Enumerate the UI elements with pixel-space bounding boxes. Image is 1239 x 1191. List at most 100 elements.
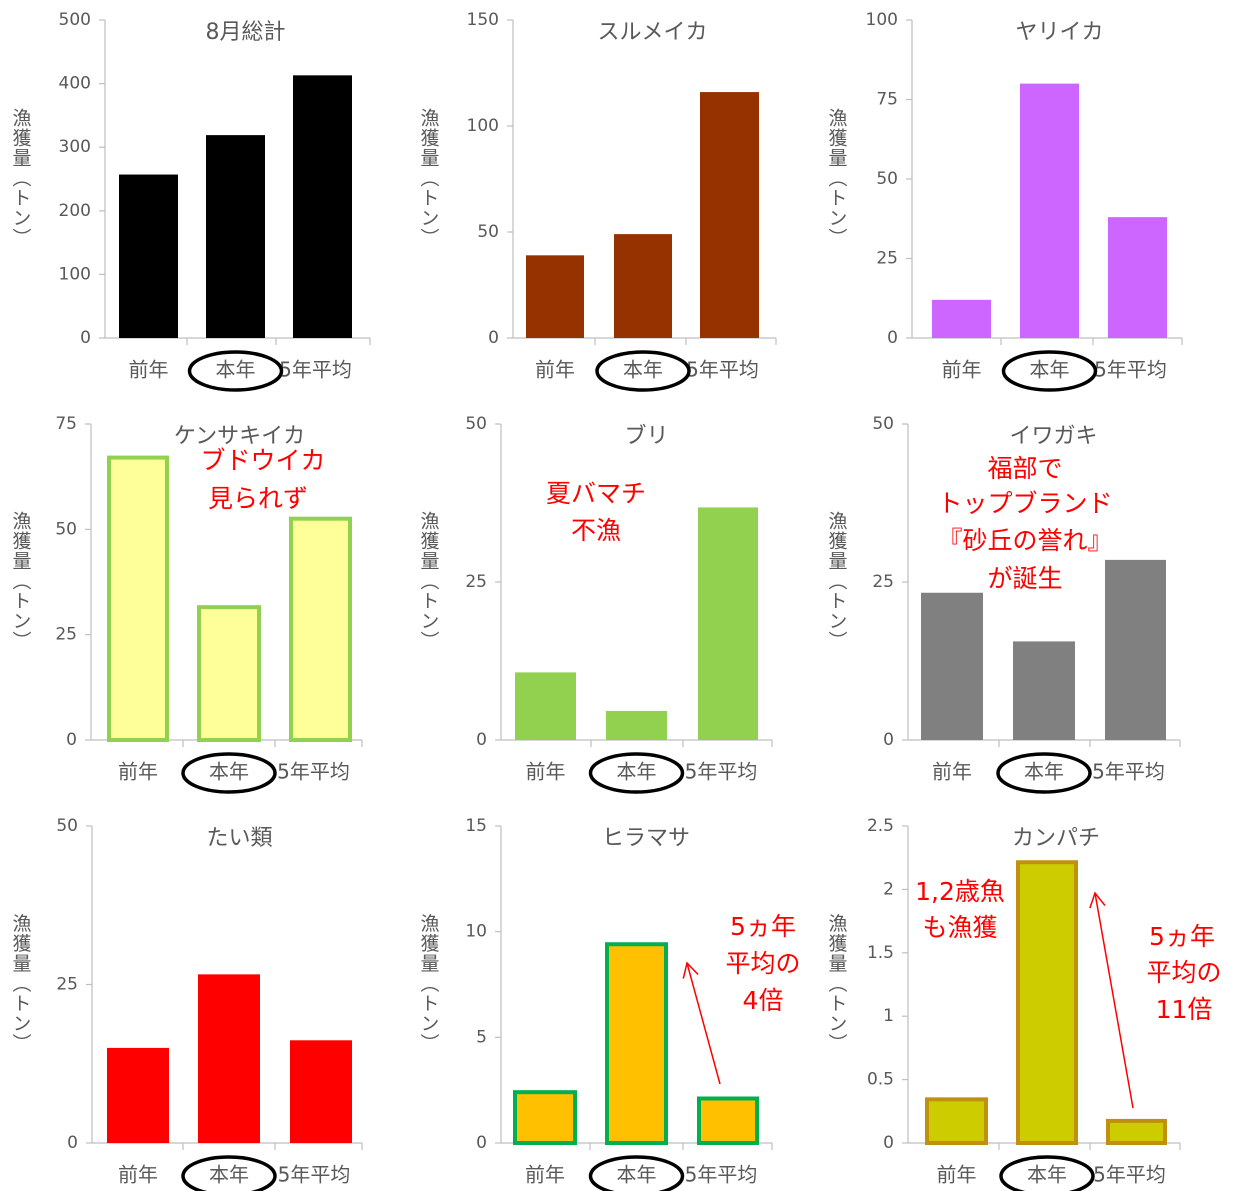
annotation-text: 5ヵ年	[730, 912, 796, 941]
y-tick-label: 0	[80, 328, 91, 348]
chart-title: たい類	[206, 826, 272, 851]
x-category-label: 5年平均	[278, 1163, 351, 1187]
bar-3	[289, 516, 352, 743]
y-tick-label: 1.5	[867, 943, 894, 963]
x-category-label: 前年	[942, 358, 982, 382]
y-tick-label: 0	[476, 1133, 487, 1153]
y-tick-label: 100	[866, 10, 898, 30]
y-axis-label: 漁獲量（トン）	[10, 913, 32, 1053]
bar-3	[293, 75, 352, 338]
annotation-text: ブドウイカ	[200, 446, 325, 475]
annotation-text: も漁獲	[922, 913, 997, 942]
x-category-label: 5年平均	[686, 358, 759, 382]
bar-2	[1013, 641, 1075, 740]
highlight-ellipse	[996, 752, 1092, 794]
x-category-label: 前年	[118, 1163, 158, 1187]
x-category-label: 本年	[1030, 358, 1070, 382]
y-axis-label: 漁獲量（トン）	[826, 108, 848, 248]
bar-2	[1016, 860, 1078, 1146]
arrow-head	[1089, 891, 1106, 909]
x-category-label: 本年	[1027, 1163, 1067, 1187]
y-axis-label: 漁獲量（トン）	[10, 108, 32, 248]
bar-2	[206, 135, 265, 338]
x-category-label: 前年	[129, 358, 169, 382]
y-axis-label: 漁獲量（トン）	[418, 511, 440, 651]
x-category-label: 本年	[617, 1163, 657, 1187]
bar-1	[107, 1047, 169, 1143]
y-axis-label: 漁獲量（トン）	[418, 913, 440, 1053]
y-tick-label: 0	[883, 730, 894, 750]
annotation-text: 平均の	[725, 949, 800, 978]
y-tick-label: 0	[488, 328, 499, 348]
highlight-ellipse	[999, 1155, 1095, 1191]
y-tick-label: 400	[59, 74, 91, 94]
chart-title: ケンサキイカ	[174, 424, 305, 449]
bar-1	[526, 255, 584, 338]
y-tick-label: 10	[465, 922, 487, 942]
x-category-label: 本年	[1024, 760, 1064, 784]
highlight-ellipse	[1001, 350, 1098, 392]
y-tick-label: 25	[55, 625, 77, 645]
annotation-text: 5ヵ年	[1149, 922, 1215, 951]
bar-1	[513, 1090, 577, 1145]
y-tick-label: 50	[872, 414, 894, 434]
y-tick-label: 150	[467, 10, 499, 30]
bar-1	[107, 455, 169, 742]
y-tick-label: 300	[59, 137, 91, 157]
y-tick-label: 50	[55, 519, 77, 539]
x-category-label: 5年平均	[685, 1163, 758, 1187]
x-category-label: 前年	[932, 760, 972, 784]
bar-2	[605, 942, 668, 1145]
bar-2	[614, 234, 672, 338]
bar-2	[197, 605, 261, 742]
y-tick-label: 75	[55, 414, 77, 434]
y-tick-label: 50	[465, 414, 487, 434]
annotation-text: 不漁	[571, 516, 621, 545]
x-category-label: 5年平均	[685, 760, 758, 784]
annotation-text: が誕生	[987, 564, 1062, 593]
chart-title: 8月総計	[206, 20, 286, 45]
bar-1	[925, 1097, 988, 1146]
highlight-ellipse	[181, 752, 277, 794]
y-tick-label: 25	[872, 572, 894, 592]
y-tick-label: 75	[876, 90, 898, 110]
y-tick-label: 5	[476, 1027, 487, 1047]
x-category-label: 前年	[937, 1163, 977, 1187]
annotation-text: 4倍	[743, 986, 784, 1015]
y-tick-label: 0	[476, 730, 487, 750]
x-category-label: 本年	[209, 760, 249, 784]
bar-1	[932, 299, 991, 338]
y-tick-label: 25	[876, 249, 898, 269]
x-category-label: 5年平均	[1094, 358, 1167, 382]
y-tick-label: 0	[67, 1133, 78, 1153]
kanpachi-arrow	[1089, 891, 1134, 1109]
y-tick-label: 50	[477, 222, 499, 242]
bar-3	[700, 92, 759, 338]
arrow-shaft	[686, 962, 721, 1085]
arrow-shaft	[1094, 892, 1134, 1109]
bar-1	[119, 174, 178, 338]
y-tick-label: 25	[465, 572, 487, 592]
y-tick-label: 15	[465, 816, 487, 836]
x-category-label: 本年	[623, 358, 663, 382]
x-category-label: 本年	[216, 358, 256, 382]
annotation-text: 福部で	[987, 454, 1062, 483]
bar-1	[515, 672, 576, 740]
x-category-label: 前年	[118, 760, 158, 784]
chart-title: イワガキ	[1009, 424, 1097, 449]
highlight-ellipse	[187, 350, 284, 392]
highlight-ellipse	[588, 752, 685, 794]
y-tick-label: 100	[59, 264, 91, 284]
arrow-head	[682, 961, 699, 979]
bar-3	[1108, 217, 1167, 338]
annotation-text: 1,2歳魚	[915, 877, 1005, 906]
highlight-ellipse	[595, 350, 691, 392]
